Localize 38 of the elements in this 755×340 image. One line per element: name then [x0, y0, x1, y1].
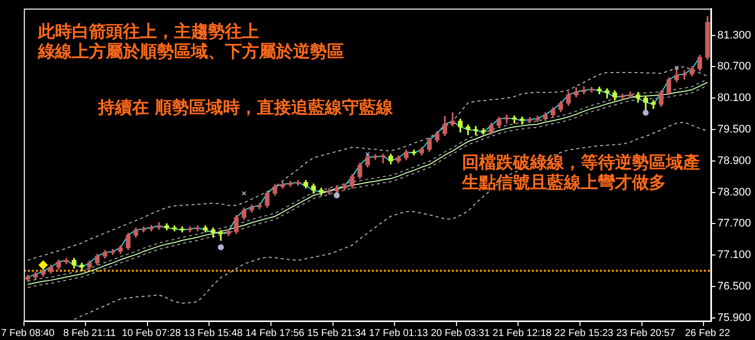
- x-tick-label: 8 Feb 21:11: [63, 328, 116, 339]
- y-tick-label: 79.500: [717, 124, 752, 136]
- y-tick-label: 76.500: [717, 280, 752, 292]
- x-tick-label: 23 Feb 20:57: [616, 328, 676, 339]
- x-tick-label: 26 Feb 22: [684, 328, 730, 339]
- y-tick-label: 80.100: [717, 92, 752, 104]
- x-tick-label: 20 Feb 03:31: [430, 328, 490, 339]
- annotation: 此時白箭頭往上，主趨勢往上: [38, 22, 259, 42]
- point: [365, 152, 370, 156]
- x-tick-label: 22 Feb 15:23: [554, 328, 614, 339]
- y-tick-label: 80.700: [717, 60, 752, 73]
- annotation: 持續在 順勢區域時，直接追藍線守藍線: [98, 98, 393, 118]
- x-tick-label: 13 Feb 15:48: [184, 328, 244, 339]
- annotation: 綠線上方屬於順勢區域、下方屬於逆勢區: [38, 42, 344, 62]
- candlestick: [604, 88, 610, 98]
- x-tick-label: 17 Feb 01:13: [369, 328, 428, 339]
- y-tick-label: 81.300: [717, 29, 752, 42]
- y-tick-label: 78.900: [717, 154, 752, 167]
- y-tick-label: 78.300: [717, 186, 752, 198]
- y-tick-label: 77.700: [717, 218, 752, 230]
- line-series: [74, 122, 708, 320]
- candlestick: [380, 154, 386, 164]
- x-tick-label: 15 Feb 21:34: [307, 328, 367, 339]
- point: [38, 260, 48, 270]
- candlestick: [172, 225, 177, 232]
- x-tick-label: 10 Feb 07:28: [122, 328, 182, 339]
- y-tick-label: 77.100: [717, 249, 752, 262]
- point: [674, 65, 679, 70]
- x-tick-label: 7 Feb 08:40: [1, 328, 55, 339]
- point: [642, 110, 649, 116]
- x-tick-label: 14 Feb 17:56: [245, 328, 305, 339]
- point: [334, 192, 340, 198]
- annotation: 回檔跌破綠線，等待逆勢區域產: [462, 153, 700, 173]
- y-tick-label: 75.900: [717, 312, 752, 324]
- point: [242, 191, 246, 196]
- x-tick-label: 21 Feb 12:18: [492, 328, 552, 339]
- point: [218, 244, 224, 250]
- annotation: 生點信號且藍線上彎才做多: [462, 173, 666, 193]
